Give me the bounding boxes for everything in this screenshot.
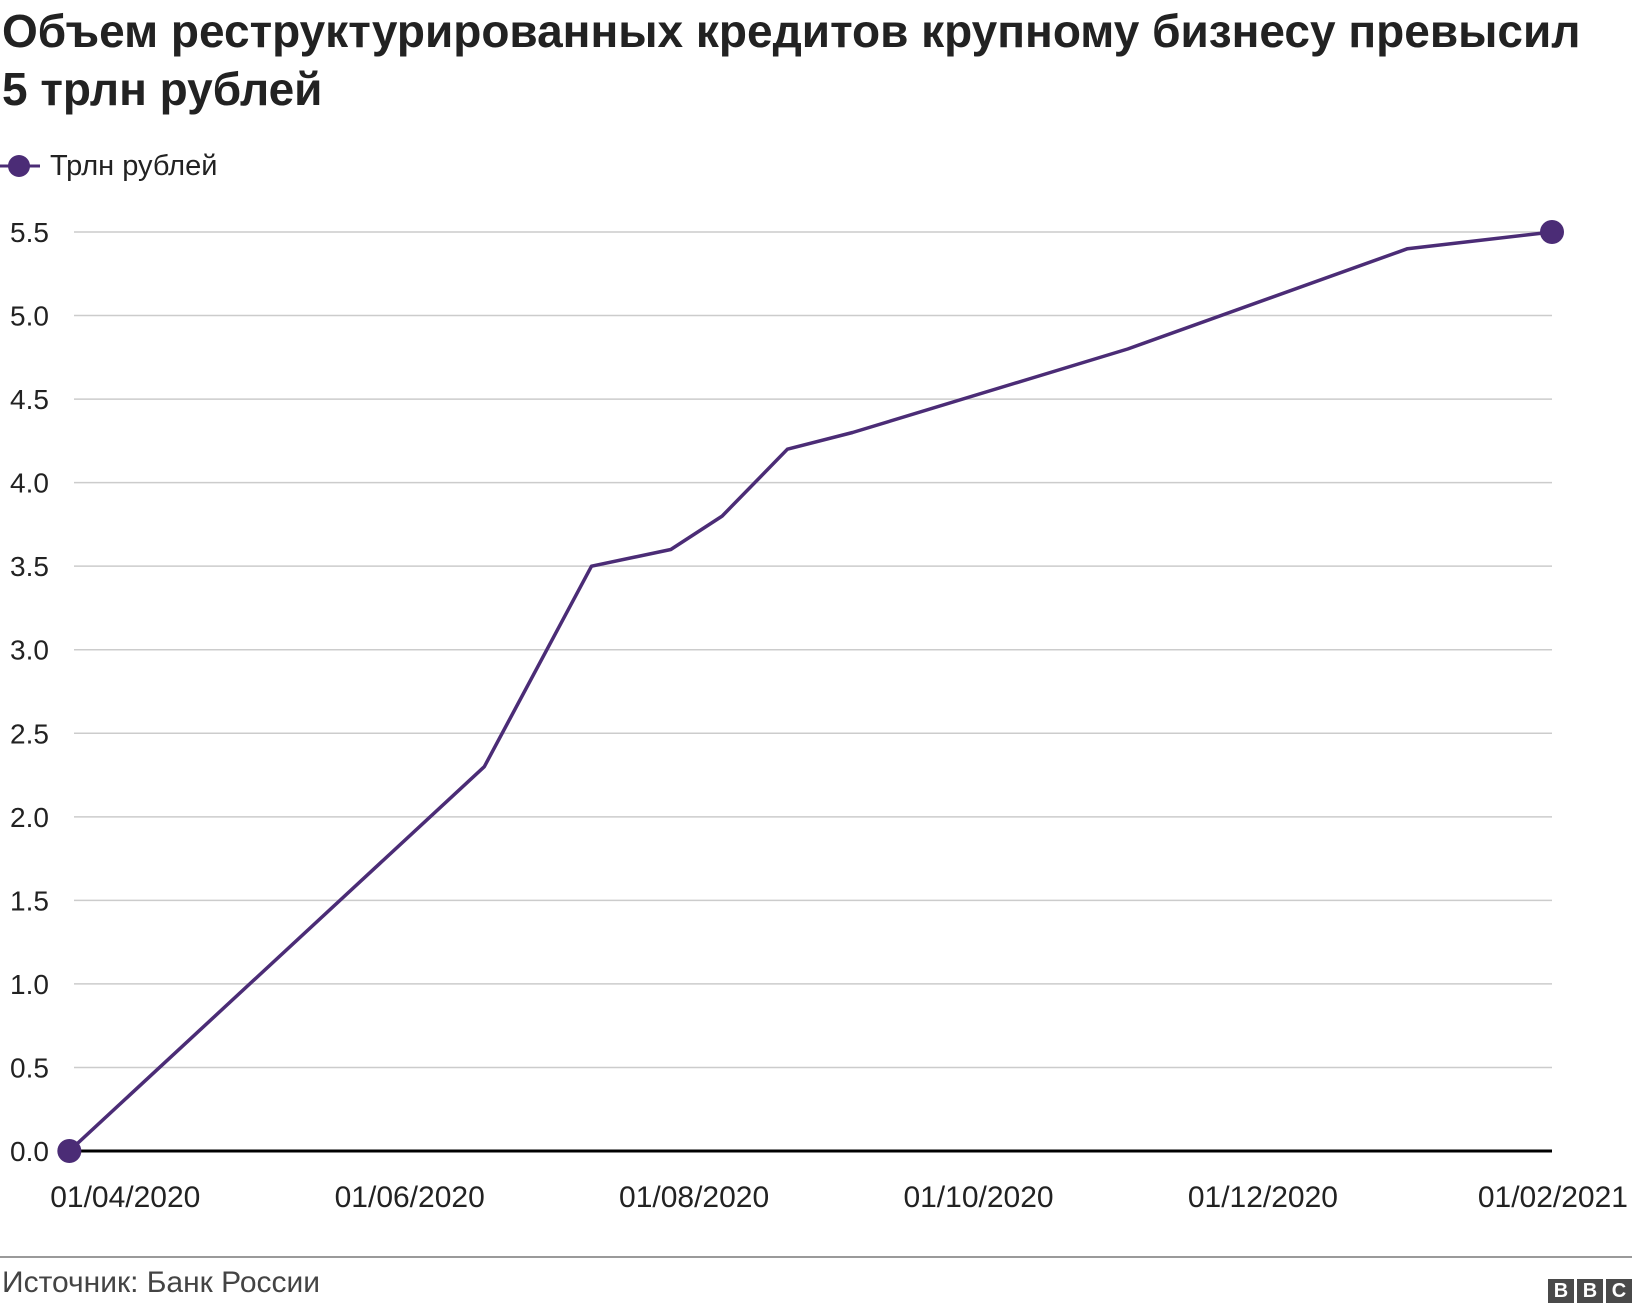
y-tick-label: 4.0 xyxy=(10,468,49,499)
series-layer xyxy=(57,220,1564,1163)
data-point xyxy=(57,1139,82,1163)
y-tick-label: 3.0 xyxy=(10,635,49,666)
y-tick-label: 2.0 xyxy=(10,802,49,833)
x-tick-label: 01/04/2020 xyxy=(50,1181,200,1214)
bbc-logo: B B C xyxy=(1548,1279,1632,1303)
x-tick-label: 01/08/2020 xyxy=(619,1181,769,1214)
chart-title: Объем реструктурированных кредитов крупн… xyxy=(2,5,1581,115)
series-line xyxy=(68,230,1553,1153)
y-tick-label: 5.0 xyxy=(10,301,49,332)
x-tick-label: 01/06/2020 xyxy=(335,1181,485,1214)
y-tick-label: 4.5 xyxy=(10,384,49,415)
line-chart: 0.0 0.5 1.0 1.5 2.0 2.5 3.0 3.5 4.0 4.5 5.0 5.5 01/… xyxy=(10,217,1628,1214)
bbc-logo-block: C xyxy=(1606,1279,1632,1303)
y-tick-label: 2.5 xyxy=(10,718,49,749)
y-tick-label: 0.0 xyxy=(10,1136,49,1167)
footer-divider xyxy=(0,1256,1632,1258)
y-tick-label: 5.5 xyxy=(10,217,49,248)
y-axis-ticks: 0.0 0.5 1.0 1.5 2.0 2.5 3.0 3.5 4.0 4.5 5.0 5.5 xyxy=(10,217,49,1167)
y-tick-label: 0.5 xyxy=(10,1052,49,1083)
y-tick-label: 1.5 xyxy=(10,885,49,916)
bbc-logo-block: B xyxy=(1548,1279,1574,1303)
bbc-logo-block: B xyxy=(1577,1279,1603,1303)
legend-label: Трлн рублей xyxy=(50,149,218,182)
legend-swatch-icon xyxy=(0,155,40,177)
x-tick-label: 01/12/2020 xyxy=(1188,1181,1338,1214)
x-axis-ticks: 01/04/2020 01/06/2020 01/08/2020 01/10/2020… xyxy=(50,1181,1628,1214)
source-note: Источник: Банк России xyxy=(2,1266,321,1299)
gridlines xyxy=(74,231,1552,1069)
y-tick-label: 1.0 xyxy=(10,969,49,1000)
x-tick-label: 01/02/2021 xyxy=(1478,1181,1628,1214)
legend: Трлн рублей xyxy=(0,146,217,186)
data-point xyxy=(1540,220,1564,244)
x-tick-label: 01/10/2020 xyxy=(903,1181,1053,1214)
y-tick-label: 3.5 xyxy=(10,551,49,582)
